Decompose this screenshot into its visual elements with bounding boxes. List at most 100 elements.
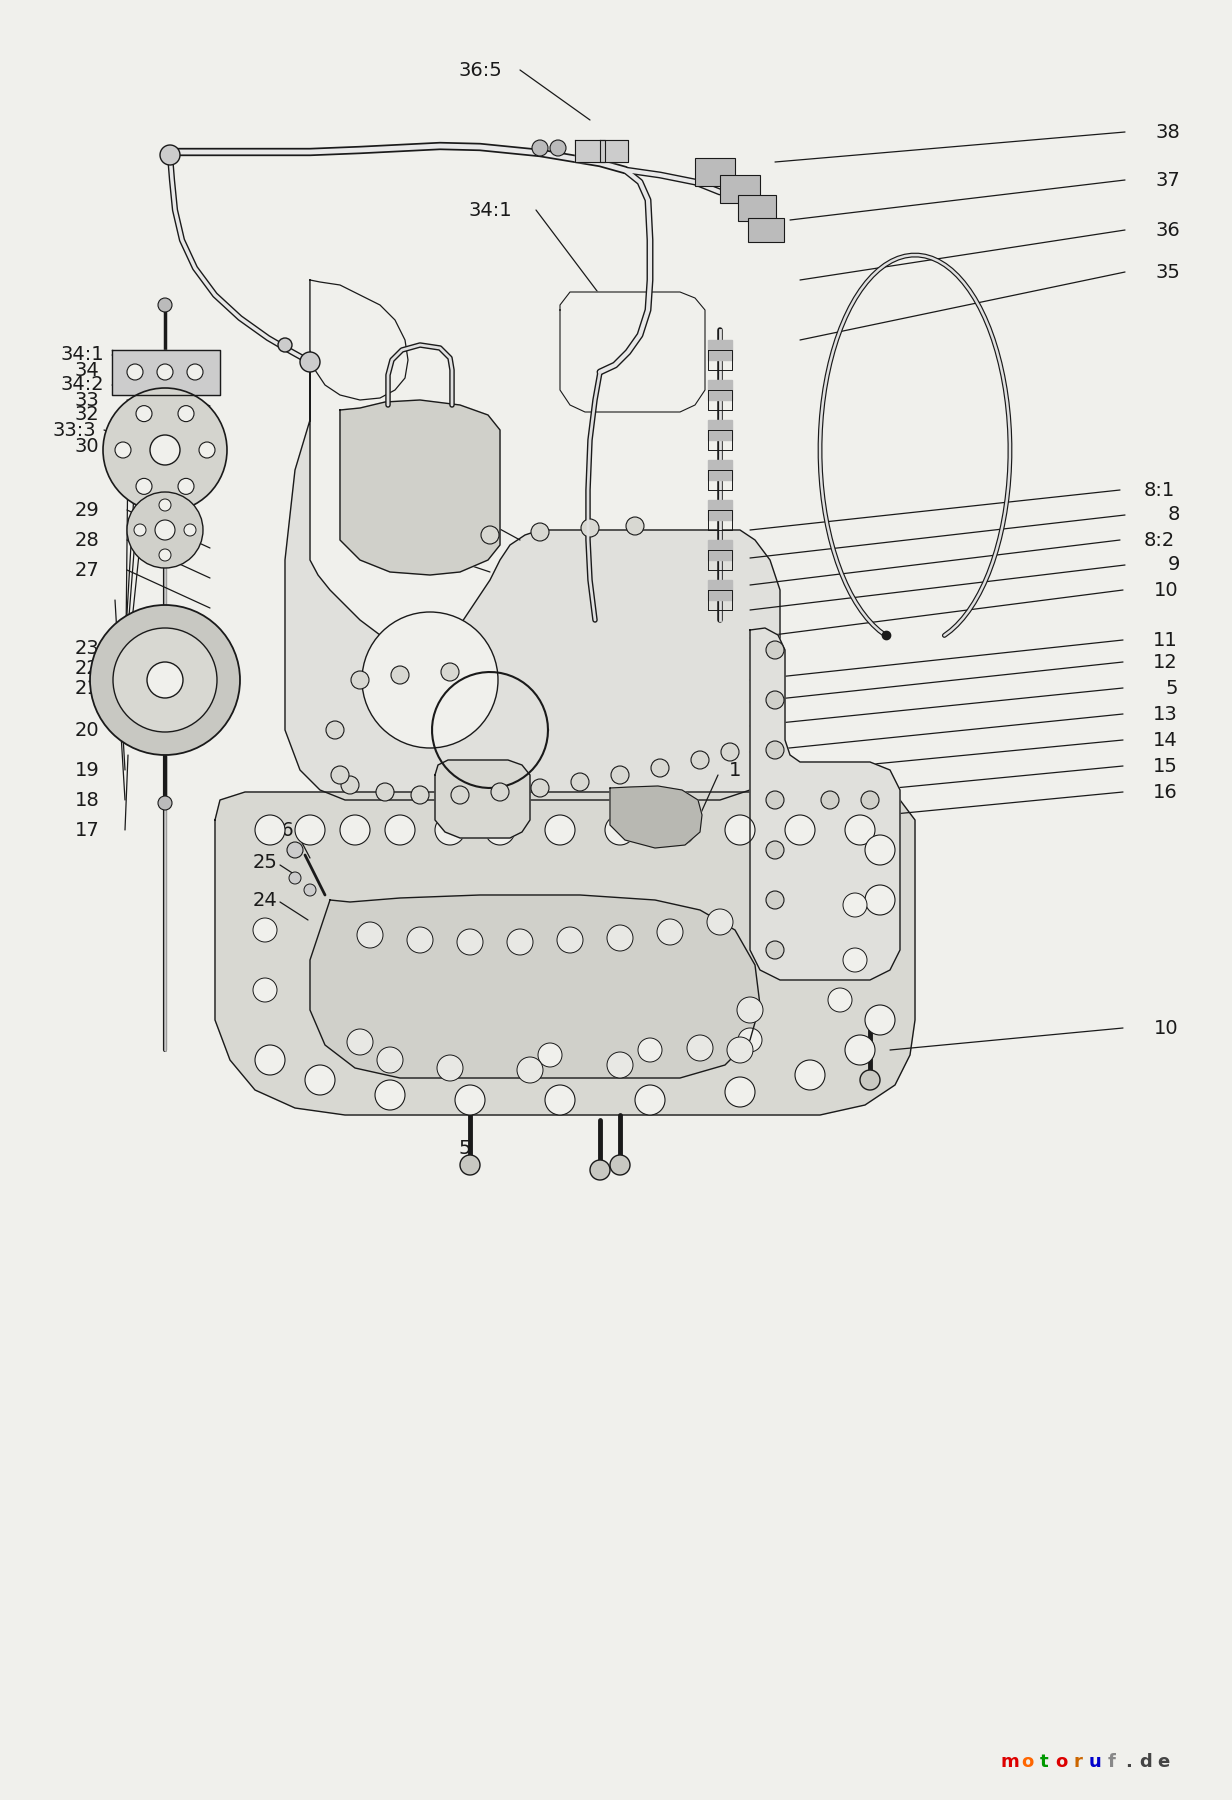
Circle shape <box>707 909 733 934</box>
Text: 11: 11 <box>1153 630 1178 650</box>
Circle shape <box>545 815 575 844</box>
Circle shape <box>290 871 301 884</box>
Polygon shape <box>310 281 408 400</box>
Bar <box>708 380 732 400</box>
Circle shape <box>766 742 784 760</box>
Circle shape <box>611 767 630 785</box>
Text: 15: 15 <box>1153 756 1178 776</box>
Circle shape <box>159 499 171 511</box>
Circle shape <box>407 927 432 952</box>
Text: 1: 1 <box>729 760 742 779</box>
Polygon shape <box>285 281 780 799</box>
Circle shape <box>538 1042 562 1067</box>
Text: 9: 9 <box>1168 556 1180 574</box>
Text: 28: 28 <box>75 531 100 549</box>
Text: 20: 20 <box>75 720 100 740</box>
Text: 30: 30 <box>75 437 100 455</box>
Polygon shape <box>561 292 705 412</box>
Circle shape <box>766 790 784 808</box>
Circle shape <box>843 893 867 916</box>
Text: o: o <box>1021 1753 1034 1771</box>
Text: 33: 33 <box>75 391 100 410</box>
Circle shape <box>306 1066 335 1094</box>
Circle shape <box>860 1069 880 1091</box>
Text: 25: 25 <box>253 853 277 871</box>
Circle shape <box>557 927 583 952</box>
Circle shape <box>549 140 565 157</box>
Polygon shape <box>112 349 221 394</box>
Circle shape <box>160 146 180 166</box>
Circle shape <box>158 796 172 810</box>
Text: 36: 36 <box>1156 221 1180 239</box>
Text: 10: 10 <box>1153 580 1178 599</box>
Circle shape <box>451 787 469 805</box>
Circle shape <box>437 1055 463 1082</box>
Text: 5: 5 <box>1165 679 1178 697</box>
Circle shape <box>435 815 464 844</box>
Circle shape <box>384 815 415 844</box>
Text: 23: 23 <box>75 639 100 657</box>
Text: 12: 12 <box>1153 653 1178 671</box>
Text: 8:1: 8:1 <box>1143 481 1175 499</box>
Circle shape <box>480 526 499 544</box>
Circle shape <box>177 405 193 421</box>
Circle shape <box>687 1035 713 1060</box>
Bar <box>719 175 760 203</box>
Circle shape <box>766 841 784 859</box>
Circle shape <box>326 722 344 740</box>
Circle shape <box>691 751 708 769</box>
Circle shape <box>610 1156 630 1175</box>
Circle shape <box>460 1156 480 1175</box>
Circle shape <box>156 364 172 380</box>
Circle shape <box>582 518 599 536</box>
Bar <box>738 194 776 221</box>
Circle shape <box>304 884 315 896</box>
Circle shape <box>766 641 784 659</box>
Text: 18: 18 <box>75 790 100 810</box>
Circle shape <box>665 815 695 844</box>
Bar <box>575 140 605 162</box>
Circle shape <box>517 1057 543 1084</box>
Text: m: m <box>1000 1753 1019 1771</box>
Circle shape <box>253 977 277 1003</box>
Text: 8: 8 <box>1168 506 1180 524</box>
Bar <box>748 218 784 241</box>
Text: 22: 22 <box>75 659 100 677</box>
Bar <box>708 500 732 520</box>
Circle shape <box>200 443 216 457</box>
Polygon shape <box>216 792 915 1114</box>
Text: t: t <box>1040 1753 1048 1771</box>
Text: 38: 38 <box>1156 122 1180 142</box>
Bar <box>600 140 628 162</box>
Text: 10: 10 <box>1153 1019 1178 1037</box>
Text: 33:3: 33:3 <box>52 421 96 439</box>
Text: 5: 5 <box>458 1139 472 1157</box>
Text: 31: 31 <box>432 551 457 569</box>
Circle shape <box>721 743 739 761</box>
Bar <box>708 419 732 439</box>
Text: 17: 17 <box>75 821 100 839</box>
Text: 13: 13 <box>1153 704 1178 724</box>
Circle shape <box>590 1159 610 1181</box>
Circle shape <box>457 929 483 956</box>
Text: u: u <box>1089 1753 1101 1771</box>
Text: 14: 14 <box>1153 731 1178 749</box>
Polygon shape <box>750 628 901 979</box>
Bar <box>708 340 732 360</box>
Circle shape <box>570 772 589 790</box>
Circle shape <box>738 1028 763 1051</box>
Text: 34:1: 34:1 <box>468 200 511 220</box>
Circle shape <box>724 1076 755 1107</box>
Text: 37: 37 <box>1156 171 1180 189</box>
Text: f: f <box>1108 1753 1116 1771</box>
Circle shape <box>90 605 240 754</box>
Circle shape <box>136 405 152 421</box>
Circle shape <box>795 1060 825 1091</box>
Circle shape <box>357 922 383 949</box>
Circle shape <box>255 1046 285 1075</box>
Text: 34:1: 34:1 <box>60 346 103 364</box>
Circle shape <box>134 524 147 536</box>
Circle shape <box>341 776 359 794</box>
Circle shape <box>865 835 894 866</box>
Text: 26: 26 <box>270 821 294 839</box>
